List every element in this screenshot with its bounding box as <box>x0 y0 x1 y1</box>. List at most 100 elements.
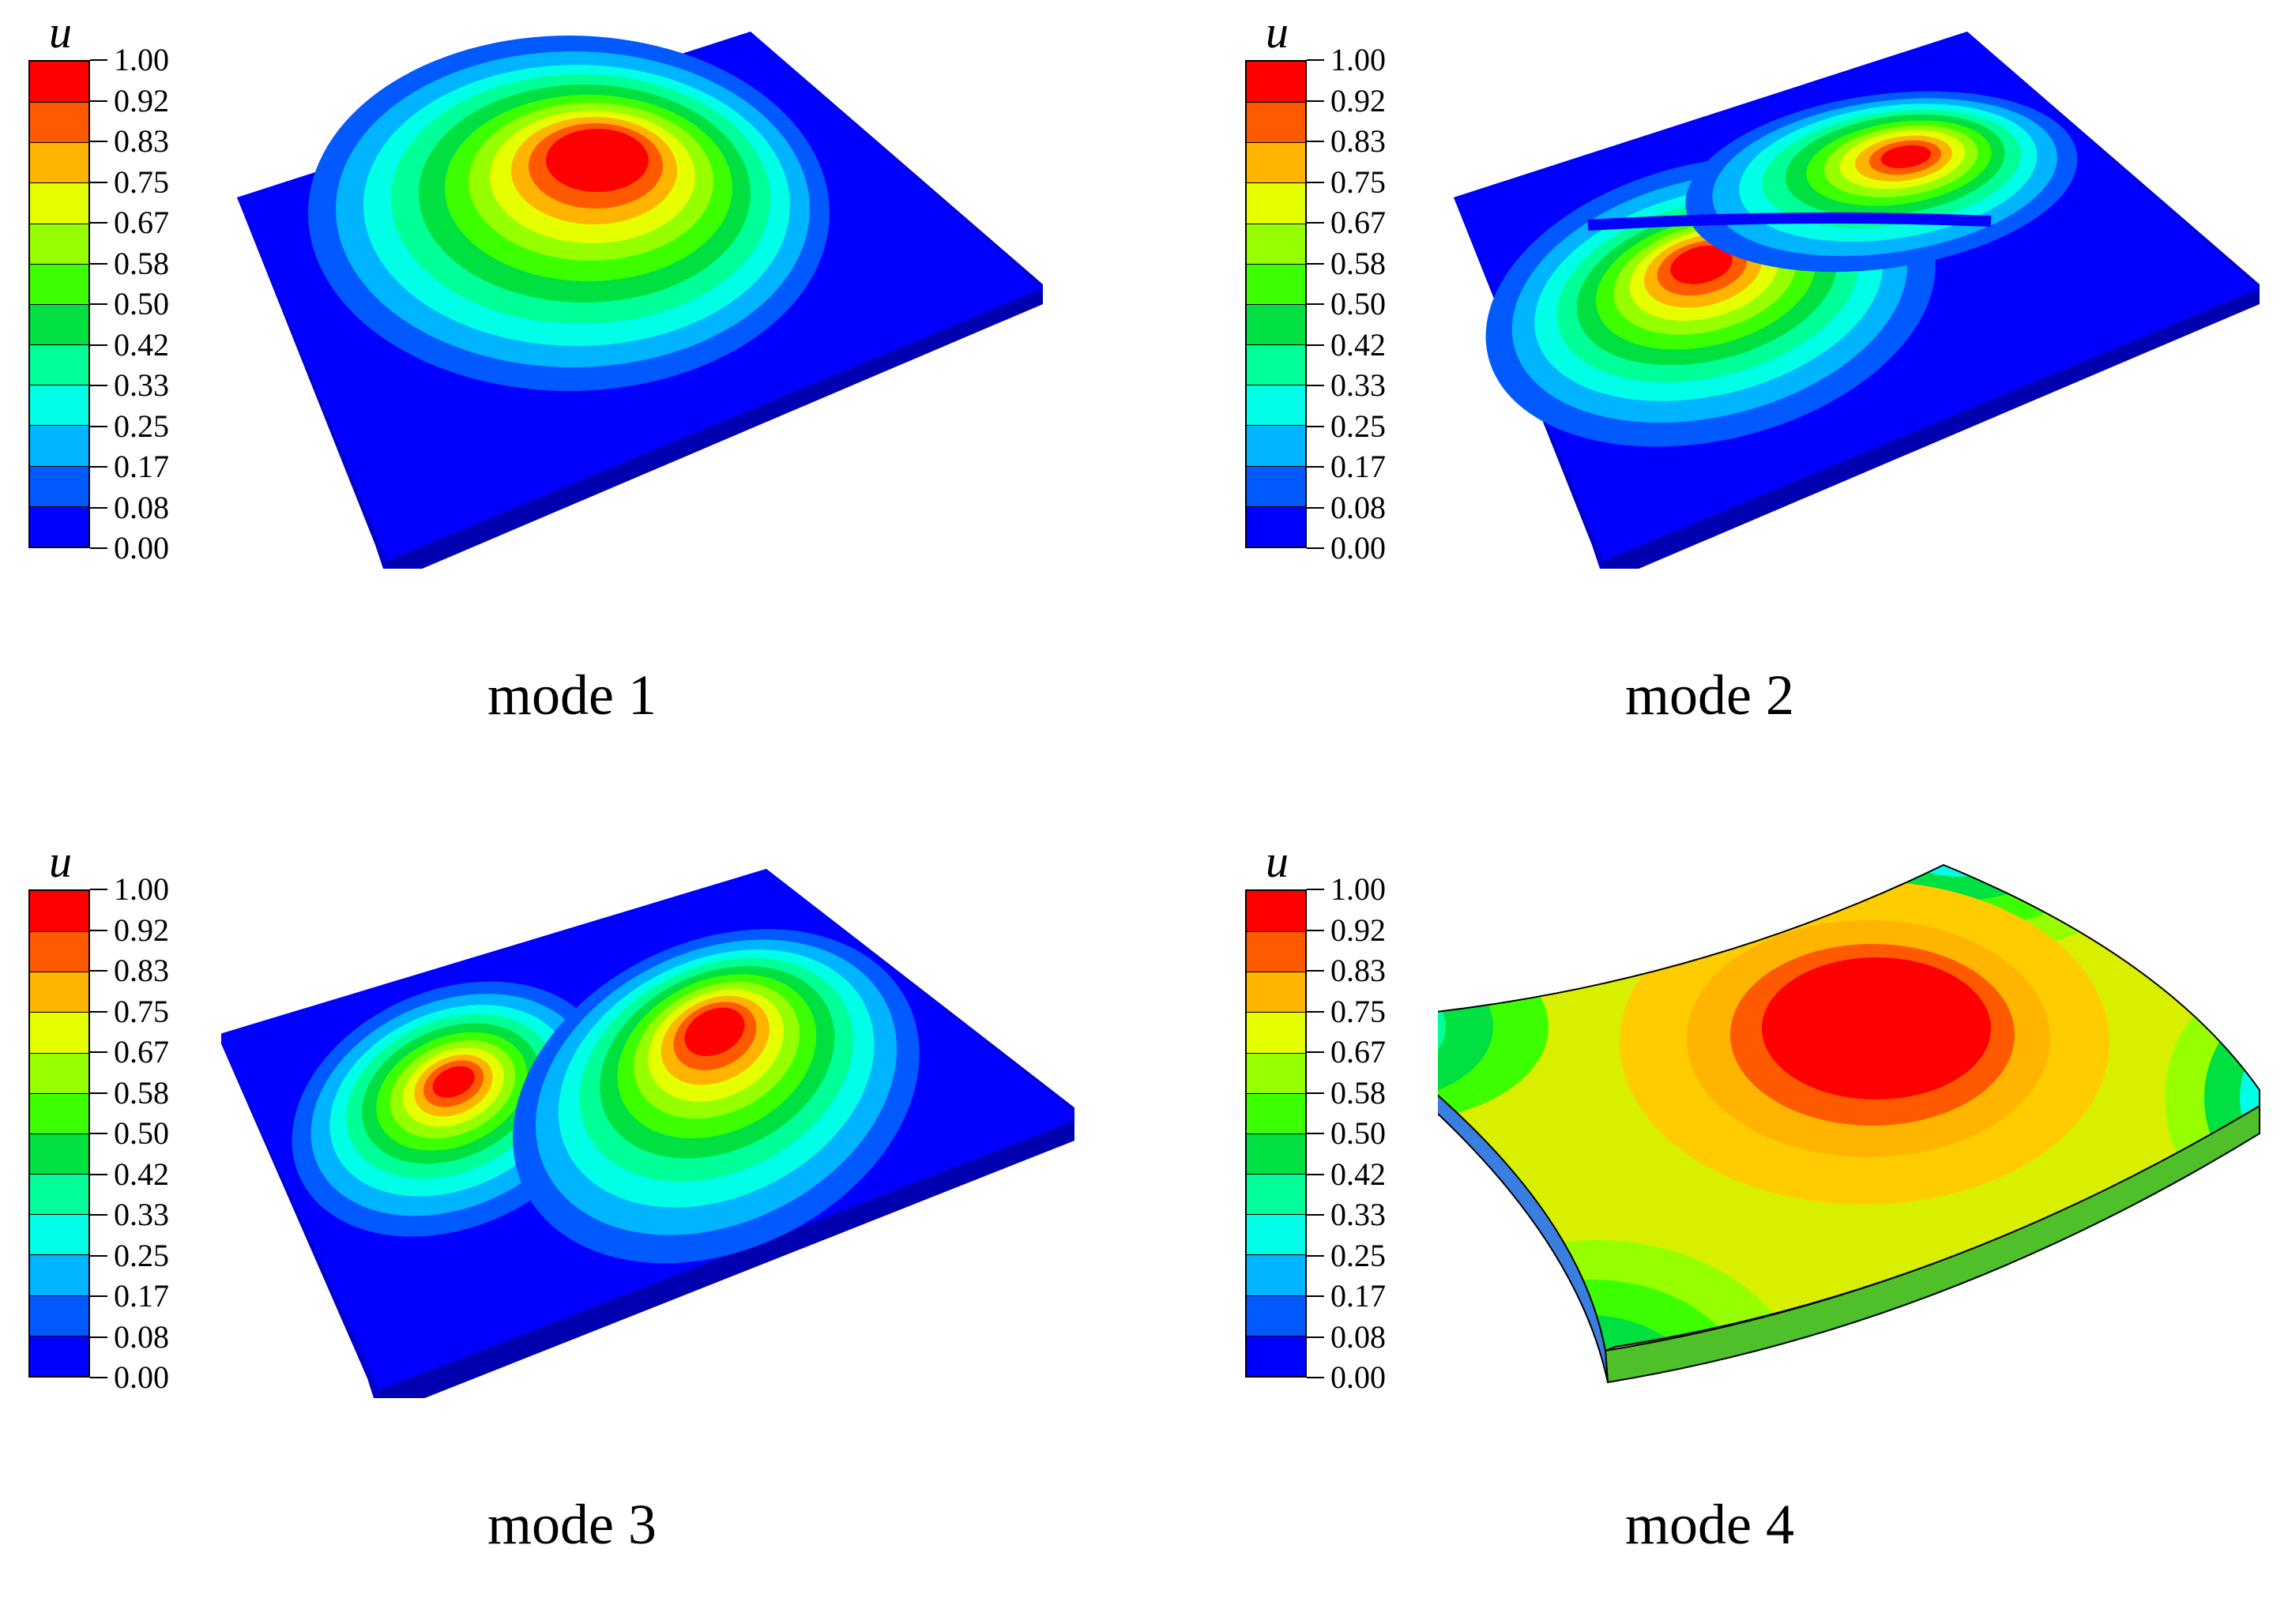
legend-tick-label: 0.25 <box>1330 1237 1386 1273</box>
mode-3-panel: u 1.00 0.92 0.83 0.75 0.67 0.58 0.50 0.42 0.33 0.… <box>0 829 1144 1624</box>
legend-tick-label: 1.00 <box>114 871 169 907</box>
legend-swatch <box>30 223 88 264</box>
legend-tick: 0.00 <box>90 1362 216 1393</box>
legend-ticks: 1.00 0.92 0.83 0.75 0.67 0.58 0.50 0.42 0.33 0.25… <box>1307 44 1433 564</box>
legend-tick: 0.75 <box>90 995 216 1028</box>
legend-tick: 0.33 <box>90 1199 216 1231</box>
legend-tick-label: 0.83 <box>1330 953 1386 988</box>
legend-ticks: 1.00 0.92 0.83 0.75 0.67 0.58 0.50 0.42 0.33 0.25… <box>90 44 216 564</box>
legend-swatch <box>1247 142 1305 183</box>
legend-tick-label: 0.67 <box>114 205 169 240</box>
legend-tick: 0.33 <box>90 370 216 401</box>
legend-tick-label: 0.83 <box>114 953 169 988</box>
legend-tick-label: 1.00 <box>1330 871 1386 907</box>
legend-tick: 0.58 <box>90 1077 216 1109</box>
legend-swatch <box>30 1254 88 1295</box>
legend-tick: 0.17 <box>90 1280 216 1312</box>
legend-swatch <box>1247 931 1305 972</box>
legend-tick: 0.33 <box>1307 1199 1433 1231</box>
legend-tick: 0.92 <box>1307 914 1433 946</box>
legend-swatch <box>1247 1214 1305 1255</box>
legend-swatch <box>30 1174 88 1215</box>
legend-color-bar <box>28 889 90 1378</box>
legend-swatch <box>1247 385 1305 426</box>
legend-ticks: 1.00 0.92 0.83 0.75 0.67 0.58 0.50 0.42 0.33 0.25… <box>1307 874 1433 1393</box>
legend-tick-label: 0.33 <box>1330 1197 1386 1232</box>
mode-caption: mode 1 <box>487 664 657 727</box>
legend-swatch <box>30 1295 88 1336</box>
legend-tick-label: 0.58 <box>114 245 169 281</box>
legend-tick: 0.67 <box>1307 1036 1433 1068</box>
legend-swatch <box>30 102 88 143</box>
legend-swatch <box>1247 223 1305 264</box>
legend-tick-label: 0.58 <box>114 1074 169 1111</box>
legend-tick: 0.08 <box>90 491 216 524</box>
legend-tick: 0.50 <box>1307 1118 1433 1149</box>
legend-tick: 0.17 <box>1307 1280 1433 1312</box>
legend-tick-label: 1.00 <box>114 42 169 77</box>
mode-4-plate <box>1438 863 2260 1384</box>
legend-swatch <box>1247 1012 1305 1053</box>
legend-tick: 0.00 <box>1307 1362 1433 1393</box>
legend-tick-label: 0.08 <box>1330 1318 1386 1355</box>
legend-tick-label: 0.33 <box>114 1197 169 1232</box>
legend-swatch <box>30 263 88 304</box>
legend-tick: 0.67 <box>90 1036 216 1068</box>
legend-tick-label: 0.67 <box>114 1034 169 1070</box>
mode-caption: mode 4 <box>1625 1493 1794 1556</box>
legend-tick-label: 0.67 <box>1330 1034 1386 1070</box>
legend-swatch <box>30 465 88 506</box>
legend-tick: 1.00 <box>90 44 216 76</box>
legend-swatch <box>1247 1133 1305 1175</box>
legend-tick-label: 0.00 <box>1330 530 1386 566</box>
legend-tick-label: 0.92 <box>114 82 169 118</box>
legend-tick: 0.50 <box>1307 288 1433 320</box>
legend-tick: 0.58 <box>1307 1077 1433 1109</box>
legend-tick-label: 0.75 <box>1330 993 1386 1029</box>
legend-tick-label: 0.33 <box>1330 367 1386 403</box>
legend-tick: 0.75 <box>1307 164 1433 200</box>
legend-color-bar <box>1245 60 1307 548</box>
legend-swatch <box>30 385 88 426</box>
legend-tick-label: 0.33 <box>114 367 169 403</box>
legend-tick-label: 0.75 <box>1330 164 1386 200</box>
legend-swatch <box>30 142 88 183</box>
legend-tick-label: 0.75 <box>114 164 169 200</box>
legend-tick: 0.25 <box>90 1239 216 1272</box>
legend-tick: 0.67 <box>90 207 216 239</box>
legend-swatch <box>1247 303 1305 345</box>
legend-tick-label: 0.50 <box>114 1115 169 1151</box>
legend-swatch <box>30 931 88 972</box>
mode-1-panel: u 1.00 0.92 0.83 0.75 0.67 0.58 0.50 0.42 0.33 0.… <box>0 0 1144 795</box>
legend-tick: 0.92 <box>90 85 216 117</box>
legend-tick: 0.58 <box>90 245 216 281</box>
legend-swatch <box>30 1012 88 1053</box>
legend-swatch <box>1247 1254 1305 1295</box>
legend-tick: 0.08 <box>1307 489 1433 525</box>
legend-swatch <box>1247 182 1305 224</box>
legend-tick-label: 0.08 <box>1330 489 1386 525</box>
legend-tick: 1.00 <box>1307 44 1433 76</box>
legend-tick-label: 0.17 <box>1330 1278 1386 1314</box>
legend-swatch <box>1247 425 1305 466</box>
mode-caption: mode 2 <box>1625 664 1794 727</box>
legend-swatch <box>1247 344 1305 385</box>
legend-tick: 0.42 <box>1307 329 1433 361</box>
legend-swatch <box>1247 263 1305 304</box>
legend-tick: 0.00 <box>90 532 216 564</box>
legend-tick-label: 0.25 <box>1330 408 1386 444</box>
legend-swatch <box>30 344 88 385</box>
legend-tick-label: 0.50 <box>1330 1115 1386 1151</box>
legend-tick: 0.67 <box>1307 207 1433 239</box>
legend-tick: 0.33 <box>1307 370 1433 401</box>
legend-tick-label: 0.42 <box>1330 1156 1386 1192</box>
legend-tick-label: 0.17 <box>1330 449 1386 484</box>
legend-swatch <box>30 506 88 547</box>
legend-swatch <box>1247 1295 1305 1336</box>
legend-swatch <box>1247 1174 1305 1215</box>
legend-color-bar <box>1245 889 1307 1378</box>
mode-3-plate <box>221 869 1074 1398</box>
legend-tick: 1.00 <box>90 874 216 905</box>
legend-swatch <box>30 1092 88 1133</box>
legend-symbol: u <box>49 6 72 58</box>
